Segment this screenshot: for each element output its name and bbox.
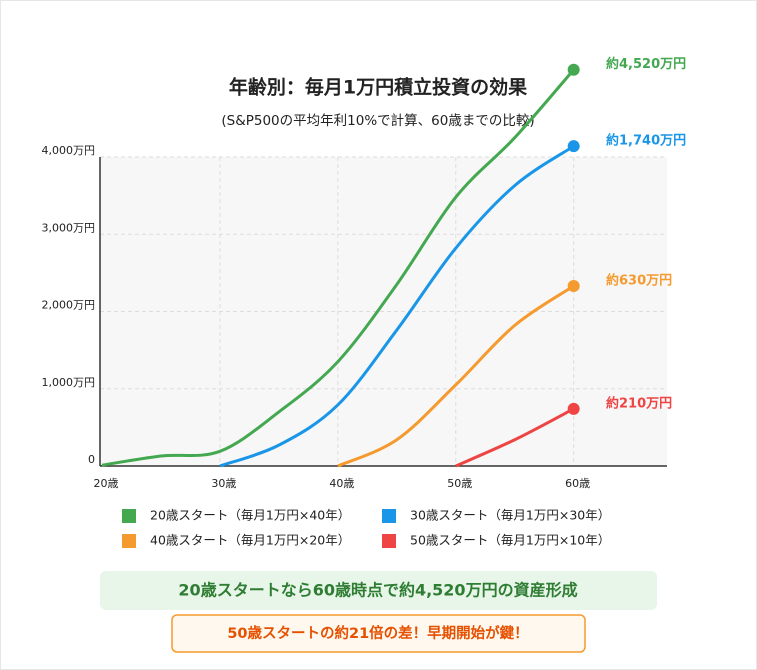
series-line: [219, 144, 575, 468]
summary-box: [100, 571, 657, 610]
x-tick-label: 60歳: [565, 477, 590, 490]
end-annotation: 約210万円: [606, 395, 672, 411]
series-line: [101, 68, 575, 467]
chart-title: 年齢別：毎月1万円積立投資の効果: [229, 76, 527, 99]
y-tick-label: 1,000万円: [42, 376, 96, 389]
legend-swatch: [122, 509, 136, 523]
legend-swatch: [382, 509, 396, 523]
legend-label: 30歳スタート（毎月1万円×30年）: [410, 508, 610, 523]
series-line: [337, 284, 575, 468]
x-tick-label: 50歳: [447, 477, 472, 490]
y-tick-label: 3,000万円: [42, 221, 96, 234]
legend-swatch: [382, 534, 396, 548]
legend-label: 50歳スタート（毎月1万円×10年）: [410, 533, 610, 548]
end-point: [567, 63, 580, 76]
legend-label: 20歳スタート（毎月1万円×40年）: [150, 508, 350, 523]
end-annotation: 約1,740万円: [606, 133, 686, 149]
y-tick-label: 4,000万円: [42, 144, 96, 157]
x-tick-label: 30歳: [211, 477, 236, 490]
legend-swatch: [122, 534, 136, 548]
x-tick-label: 20歳: [94, 477, 119, 490]
y-tick-label: 2,000万円: [42, 299, 96, 312]
end-annotation: 約630万円: [606, 273, 672, 289]
note-box: [171, 614, 586, 653]
x-tick-label: 40歳: [329, 477, 354, 490]
y-tick-label: 0: [88, 453, 95, 466]
series-line: [455, 407, 575, 468]
note-text: 50歳スタートの約21倍の差！早期開始が鍵！: [227, 624, 528, 642]
chart-subtitle: (S&P500の平均年利10%で計算、60歳までの比較): [221, 113, 534, 129]
end-point: [567, 140, 580, 153]
summary-text: 20歳スタートなら60歳時点で約4,520万円の資産形成: [178, 581, 577, 600]
end-point: [567, 402, 580, 415]
end-point: [567, 280, 580, 293]
legend-label: 40歳スタート（毎月1万円×20年）: [150, 533, 350, 548]
end-annotation: 約4,520万円: [606, 56, 686, 72]
